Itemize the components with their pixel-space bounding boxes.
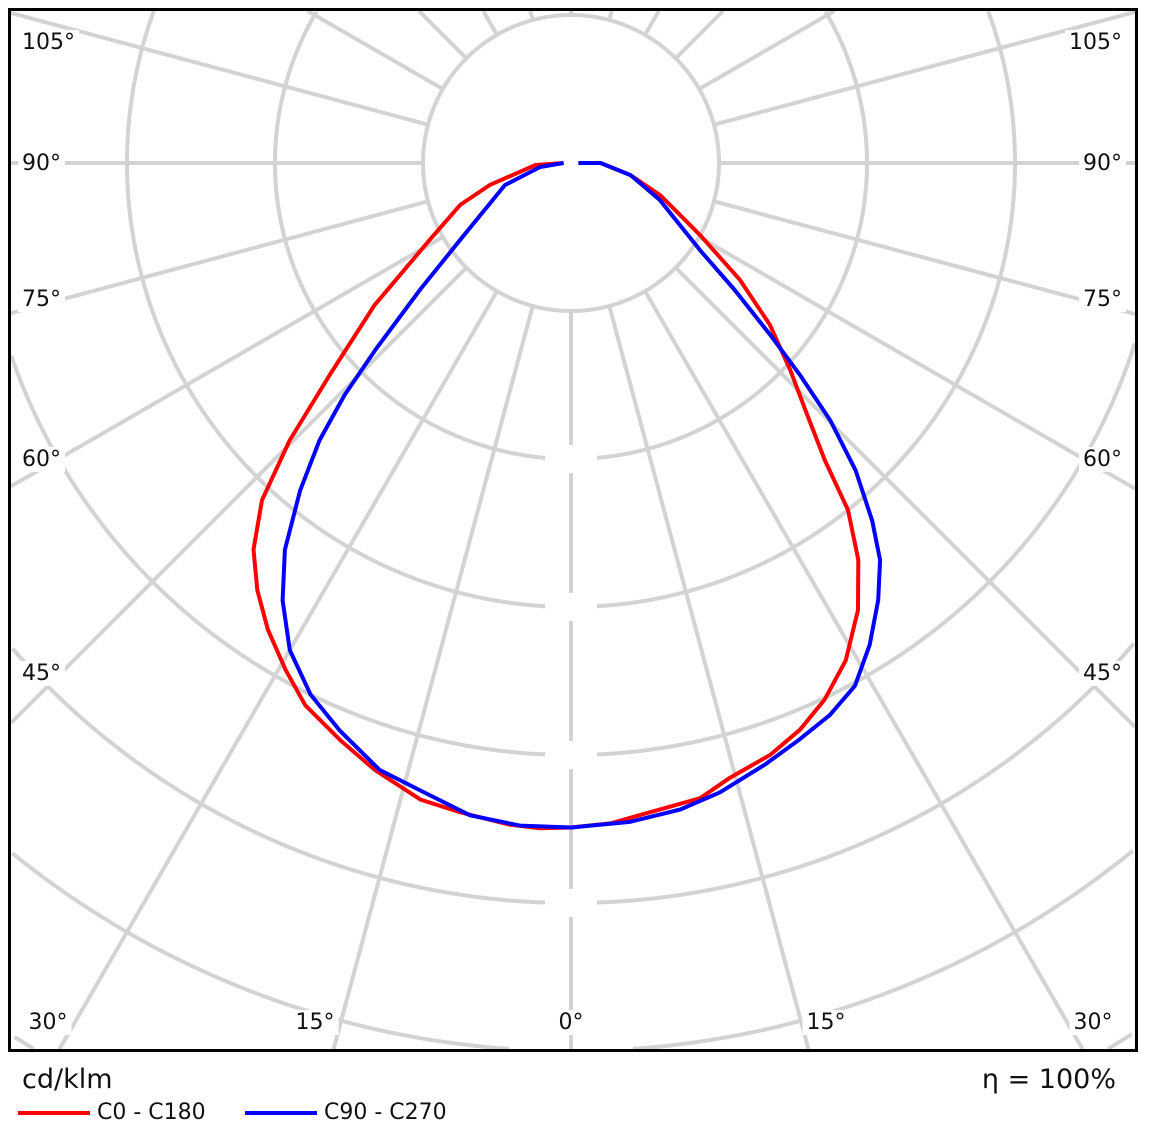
angle-label-bottom-15-right: 15° — [807, 1010, 846, 1035]
grid-ring — [125, 11, 1017, 609]
angle-label-backdrop — [1079, 447, 1126, 472]
angle-label-backdrop — [1079, 151, 1126, 176]
legend-label: C0 - C180 — [97, 1100, 206, 1125]
grid-spoke — [607, 11, 614, 21]
ring-label-box — [545, 741, 597, 769]
grid-spoke — [11, 235, 444, 489]
grid-spoke — [57, 290, 499, 1049]
angle-label-backdrop — [554, 1010, 588, 1035]
curves-group — [251, 161, 883, 831]
grid-spoke — [607, 305, 811, 1049]
angle-label-bottom-30-left: 30° — [29, 1010, 68, 1035]
angle-label-backdrop — [18, 151, 65, 176]
grid-ring — [11, 849, 1135, 1049]
unit-label: cd/klm — [22, 1064, 113, 1095]
grid-spoke — [698, 11, 836, 91]
angle-label-right-60: 60° — [1083, 447, 1122, 472]
grid-spoke — [643, 11, 661, 36]
grid-spoke — [331, 305, 535, 1049]
legend-item-c0-c180: C0 - C180 — [18, 1100, 206, 1125]
legend-swatch-blue — [245, 1110, 317, 1115]
grid-spoke — [713, 11, 1135, 127]
grid-spoke — [528, 11, 535, 21]
ring-label-box — [545, 889, 597, 917]
angle-label-backdrop — [24, 1010, 72, 1035]
angle-label-backdrop — [1065, 30, 1126, 55]
grid-spoke — [11, 266, 468, 725]
angle-label-left-60: 60° — [22, 447, 61, 472]
angle-label-left-45: 45° — [22, 661, 61, 686]
angle-label-left-75: 75° — [22, 287, 61, 312]
grid-spoke — [417, 11, 468, 60]
legend-swatch-red — [18, 1110, 90, 1115]
grid-spoke — [11, 199, 429, 315]
angle-label-backdrop — [1079, 661, 1126, 686]
angle-label-bottom-0: 0° — [559, 1010, 584, 1035]
ring-label-box — [545, 445, 597, 473]
angle-label-group: 105° 90° 75° 60° 45° 105° 90° 75° 60° 45… — [18, 30, 1126, 1035]
angle-label-backdrop — [1079, 287, 1126, 312]
series-curve-c90-c270 — [280, 161, 883, 830]
angle-label-bottom-15-left: 15° — [296, 1010, 335, 1035]
angle-label-right-90: 90° — [1083, 151, 1122, 176]
angle-label-backdrop — [291, 1010, 339, 1035]
grid-spoke — [481, 11, 499, 36]
ring-label-box — [545, 593, 597, 621]
angle-label-backdrop — [1069, 1010, 1117, 1035]
polar-grid — [11, 11, 1135, 1049]
grid-spoke — [11, 11, 429, 127]
angle-label-backdrop — [18, 287, 65, 312]
grid-ring — [421, 13, 721, 313]
angle-label-right-75: 75° — [1083, 287, 1122, 312]
grid-ring — [11, 342, 1135, 757]
grid-spoke — [643, 290, 1085, 1049]
angle-label-bottom-30-right: 30° — [1074, 1010, 1113, 1035]
angle-label-backdrop — [18, 30, 79, 55]
grid-spoke — [306, 11, 444, 91]
grid-spoke — [713, 199, 1135, 317]
angle-label-left-105: 105° — [22, 30, 75, 55]
grid-spoke — [674, 266, 1135, 729]
angle-label-left-90: 90° — [22, 151, 61, 176]
series-curve-c0-c180 — [251, 161, 861, 831]
angle-label-right-105: 105° — [1069, 30, 1122, 55]
grid-ring — [13, 1032, 1133, 1049]
grid-ring — [11, 642, 1135, 905]
plot-frame — [8, 8, 1138, 1052]
legend-item-c90-c270: C90 - C270 — [245, 1100, 447, 1125]
efficiency-label: η = 100% — [981, 1064, 1116, 1095]
legend-label: C90 - C270 — [324, 1100, 447, 1125]
grid-spoke — [698, 235, 1135, 491]
angle-label-right-45: 45° — [1083, 661, 1122, 686]
angle-label-backdrop — [18, 661, 65, 686]
angle-label-backdrop — [802, 1010, 850, 1035]
grid-spoke — [674, 11, 725, 60]
angle-label-backdrop — [18, 447, 65, 472]
